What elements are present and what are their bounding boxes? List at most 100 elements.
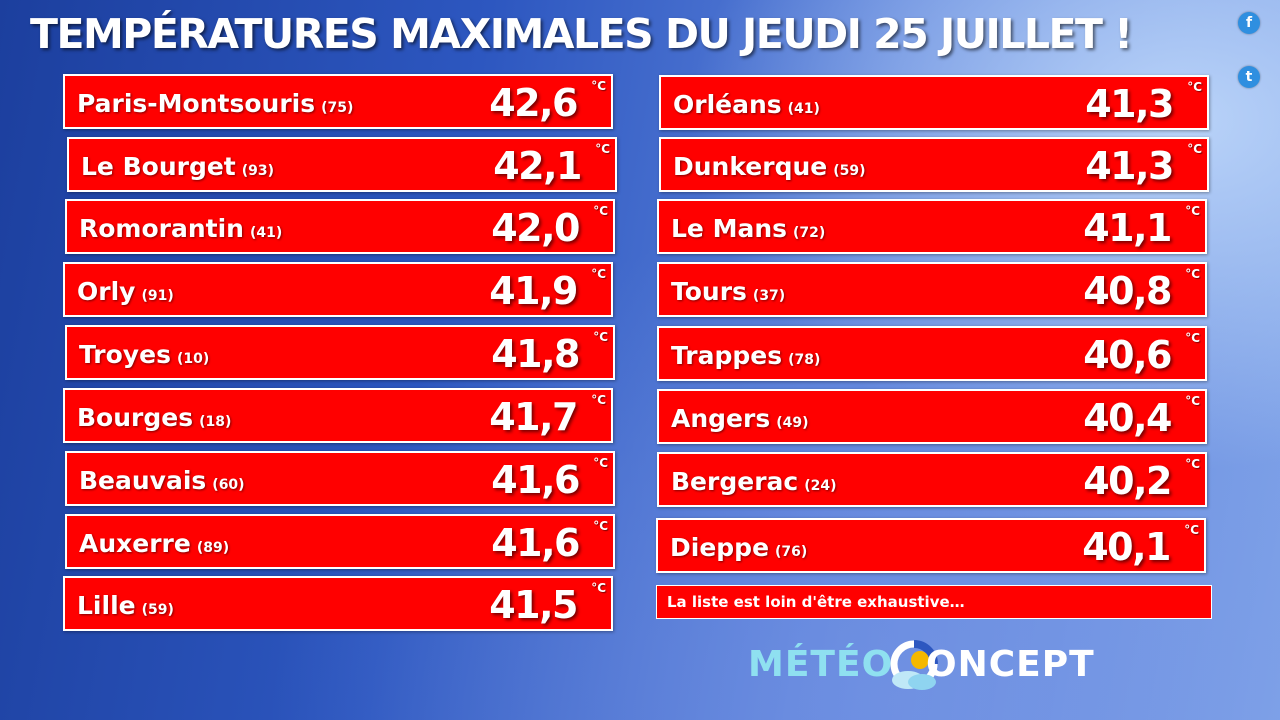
temperature-row: Tours (37) 40,8 °C — [657, 262, 1207, 317]
department-code: (78) — [788, 352, 821, 368]
city-label: Angers — [671, 404, 771, 433]
unit-label: °C — [1185, 267, 1200, 281]
unit-label: °C — [1185, 394, 1200, 408]
city-name: Le Mans (72) — [671, 214, 825, 243]
city-label: Auxerre — [79, 529, 191, 558]
city-label: Dieppe — [670, 533, 770, 562]
city-name: Beauvais (60) — [79, 466, 245, 495]
meteo-concept-logo: MÉTÉO ONCEPT — [748, 636, 1118, 698]
city-name: Lille (59) — [77, 591, 174, 620]
department-code: (76) — [775, 544, 808, 560]
unit-label: °C — [1187, 80, 1202, 94]
temperature-row: Auxerre (89) 41,6 °C — [65, 514, 615, 569]
temperature-row: Orléans (41) 41,3 °C — [659, 75, 1209, 130]
city-name: Tours (37) — [671, 277, 785, 306]
temperature-row: Angers (49) 40,4 °C — [657, 389, 1207, 444]
city-name: Dieppe (76) — [670, 533, 807, 562]
disclaimer-text: La liste est loin d'être exhaustive… — [667, 593, 965, 611]
city-name: Romorantin (41) — [79, 214, 282, 243]
city-label: Tours — [671, 277, 747, 306]
department-code: (72) — [793, 225, 826, 241]
facebook-icon[interactable]: f — [1238, 12, 1260, 34]
unit-label: °C — [1185, 457, 1200, 471]
city-label: Orly — [77, 277, 136, 306]
department-code: (10) — [176, 351, 210, 367]
temperature-row: Troyes (10) 41,8 °C — [65, 325, 615, 380]
unit-label: °C — [1184, 523, 1199, 537]
city-label: Dunkerque — [673, 152, 828, 181]
temperature-value: 41,7 — [489, 395, 578, 439]
temperature-value: 41,5 — [489, 583, 578, 627]
temperature-row: Paris-Montsouris (75) 42,6 °C — [63, 74, 613, 129]
city-label: Le Mans — [671, 214, 788, 243]
department-code: (93) — [241, 163, 275, 179]
logo-text-meteo: MÉTÉO — [748, 644, 894, 685]
temperature-value: 40,1 — [1082, 525, 1171, 569]
city-label: Beauvais — [79, 466, 207, 495]
disclaimer-box: La liste est loin d'être exhaustive… — [656, 585, 1212, 619]
unit-label: °C — [591, 581, 606, 595]
temperature-row: Bergerac (24) 40,2 °C — [657, 452, 1207, 507]
temperature-row: Beauvais (60) 41,6 °C — [65, 451, 615, 506]
department-code: (59) — [833, 163, 866, 179]
temperature-value: 40,4 — [1083, 396, 1172, 440]
temperature-value: 41,8 — [491, 332, 580, 376]
temperature-value: 41,3 — [1085, 82, 1174, 126]
city-label: Bourges — [77, 403, 194, 432]
city-label: Paris-Montsouris — [77, 89, 316, 118]
temperature-row: Dunkerque (59) 41,3 °C — [659, 137, 1209, 192]
city-name: Auxerre (89) — [79, 529, 229, 558]
department-code: (18) — [199, 414, 232, 430]
unit-label: °C — [1185, 204, 1200, 218]
temperature-value: 41,6 — [491, 521, 580, 565]
temperature-row: Romorantin (41) 42,0 °C — [65, 199, 615, 254]
department-code: (75) — [321, 100, 354, 116]
temperature-value: 41,6 — [491, 458, 580, 502]
temperature-row: Dieppe (76) 40,1 °C — [656, 518, 1206, 573]
unit-label: °C — [591, 79, 606, 93]
temperature-value: 42,0 — [491, 206, 580, 250]
unit-label: °C — [591, 393, 606, 407]
city-label: Troyes — [79, 340, 171, 369]
city-name: Trappes (78) — [671, 341, 820, 370]
unit-label: °C — [593, 456, 608, 470]
temperature-value: 41,1 — [1083, 206, 1172, 250]
temperature-value: 40,2 — [1083, 459, 1172, 503]
department-code: (91) — [141, 288, 174, 304]
temperature-row: Trappes (78) 40,6 °C — [657, 326, 1207, 381]
twitter-icon[interactable]: t — [1238, 66, 1260, 88]
temperature-value: 40,6 — [1083, 333, 1172, 377]
temperature-value: 41,9 — [489, 269, 578, 313]
department-code: (41) — [249, 225, 283, 241]
temperature-row: Le Bourget (93) 42,1 °C — [67, 137, 617, 192]
unit-label: °C — [591, 267, 606, 281]
logo-text-concept: ONCEPT — [926, 644, 1095, 685]
department-code: (24) — [804, 478, 837, 494]
department-code: (89) — [196, 540, 230, 556]
city-name: Bergerac (24) — [671, 467, 837, 496]
temperature-row: Le Mans (72) 41,1 °C — [657, 199, 1207, 254]
city-name: Orléans (41) — [673, 90, 820, 119]
city-label: Bergerac — [671, 467, 799, 496]
page-title: TEMPÉRATURES MAXIMALES DU JEUDI 25 JUILL… — [30, 10, 1133, 58]
unit-label: °C — [1187, 142, 1202, 156]
temperature-value: 42,1 — [493, 144, 582, 188]
city-label: Lille — [77, 591, 136, 620]
temperature-value: 41,3 — [1085, 144, 1174, 188]
city-name: Bourges (18) — [77, 403, 231, 432]
department-code: (37) — [752, 288, 786, 304]
unit-label: °C — [593, 330, 608, 344]
city-label: Orléans — [673, 90, 782, 119]
city-name: Angers (49) — [671, 404, 809, 433]
city-label: Trappes — [671, 341, 783, 370]
temperature-row: Lille (59) 41,5 °C — [63, 576, 613, 631]
unit-label: °C — [1185, 331, 1200, 345]
temperature-value: 42,6 — [489, 81, 578, 125]
city-name: Paris-Montsouris (75) — [77, 89, 353, 118]
city-name: Orly (91) — [77, 277, 174, 306]
unit-label: °C — [593, 519, 608, 533]
city-name: Troyes (10) — [79, 340, 209, 369]
unit-label: °C — [595, 142, 610, 156]
temperature-row: Bourges (18) 41,7 °C — [63, 388, 613, 443]
unit-label: °C — [593, 204, 608, 218]
